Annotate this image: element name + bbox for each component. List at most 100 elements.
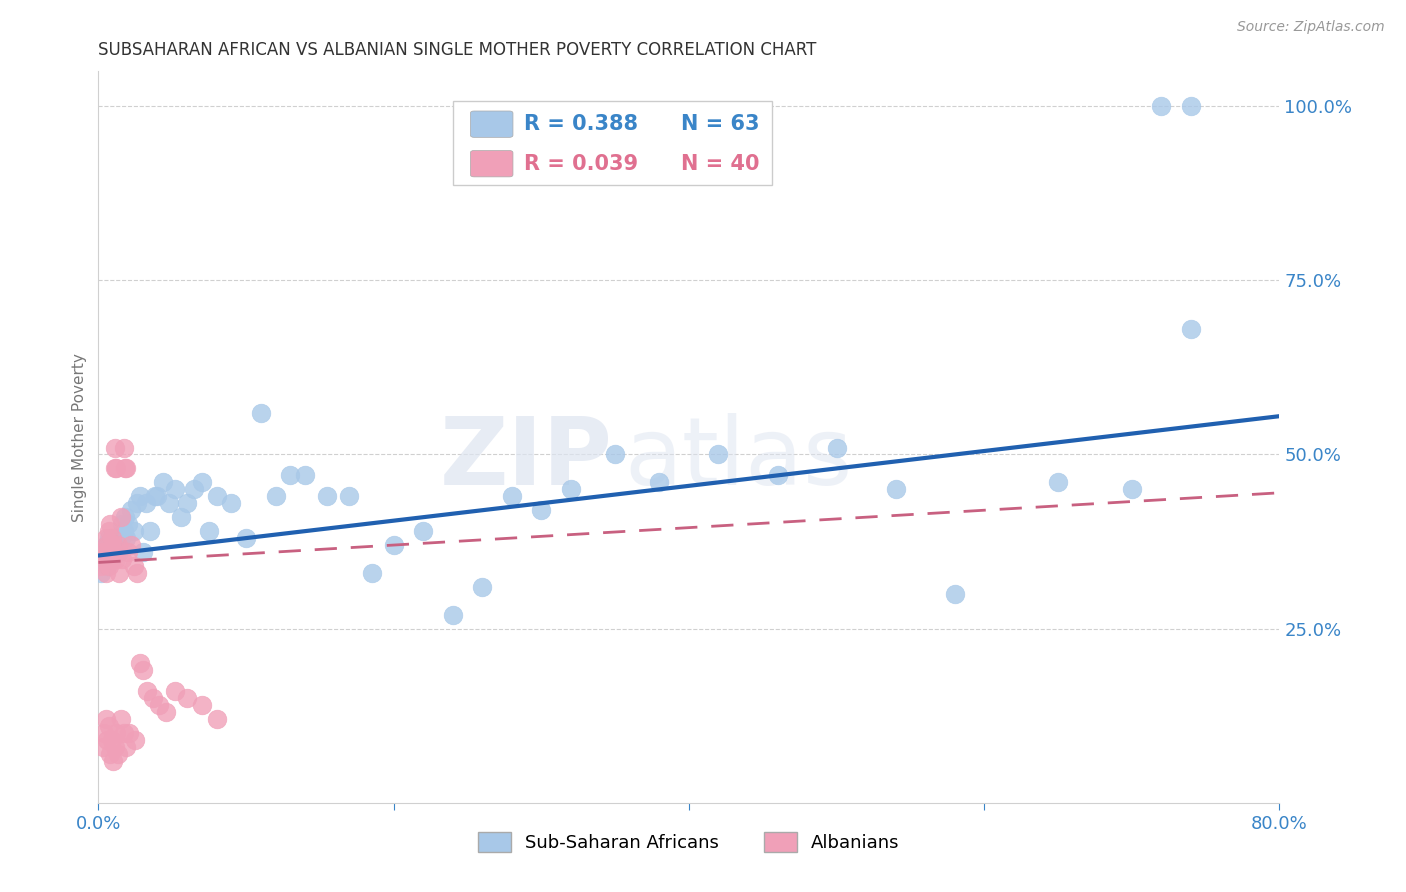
Point	[221, 496, 243, 510]
Point	[117, 517, 139, 532]
Point	[280, 468, 302, 483]
Point	[125, 496, 148, 510]
FancyBboxPatch shape	[471, 111, 513, 137]
Point	[105, 461, 128, 475]
Point	[97, 531, 120, 545]
Point	[117, 545, 139, 559]
Point	[142, 691, 165, 706]
Point	[100, 733, 122, 747]
Point	[707, 448, 730, 462]
Point	[105, 531, 128, 545]
Point	[1180, 322, 1202, 336]
Point	[90, 566, 112, 580]
Point	[97, 719, 120, 733]
Point	[118, 726, 141, 740]
Point	[825, 441, 848, 455]
Point	[93, 726, 115, 740]
Point	[170, 510, 193, 524]
Point	[108, 566, 131, 580]
Point	[884, 483, 907, 497]
Point	[1046, 475, 1070, 490]
Point	[155, 705, 177, 719]
FancyBboxPatch shape	[471, 151, 513, 177]
Point	[132, 545, 155, 559]
Point	[100, 552, 122, 566]
Point	[235, 531, 257, 545]
Point	[104, 441, 127, 455]
Point	[105, 552, 128, 566]
Legend: Sub-Saharan Africans, Albanians: Sub-Saharan Africans, Albanians	[471, 825, 907, 860]
Y-axis label: Single Mother Poverty: Single Mother Poverty	[72, 352, 87, 522]
Point	[205, 489, 228, 503]
Point	[103, 754, 125, 768]
Point	[191, 698, 214, 713]
Point	[128, 489, 150, 503]
Point	[294, 468, 316, 483]
Point	[157, 496, 180, 510]
Text: R = 0.039: R = 0.039	[523, 153, 638, 174]
Point	[560, 483, 582, 497]
Point	[205, 712, 228, 726]
Text: SUBSAHARAN AFRICAN VS ALBANIAN SINGLE MOTHER POVERTY CORRELATION CHART: SUBSAHARAN AFRICAN VS ALBANIAN SINGLE MO…	[98, 41, 817, 59]
Point	[125, 566, 148, 580]
Point	[339, 489, 361, 503]
Point	[96, 545, 118, 559]
Point	[198, 524, 221, 538]
Point	[122, 524, 145, 538]
Point	[1121, 483, 1143, 497]
Point	[122, 558, 145, 573]
Text: atlas: atlas	[624, 413, 852, 505]
Point	[93, 545, 115, 559]
Point	[132, 664, 155, 678]
Point	[115, 461, 138, 475]
Point	[1150, 99, 1173, 113]
Point	[165, 483, 187, 497]
Point	[148, 698, 170, 713]
Text: ZIP: ZIP	[439, 413, 612, 505]
Point	[97, 558, 120, 573]
Point	[128, 657, 150, 671]
Point	[143, 489, 166, 503]
Point	[91, 552, 114, 566]
Point	[110, 531, 132, 545]
Point	[114, 510, 136, 524]
Point	[115, 740, 138, 755]
Point	[110, 712, 132, 726]
Point	[501, 489, 523, 503]
Point	[264, 489, 287, 503]
Point	[90, 558, 112, 573]
Point	[114, 461, 136, 475]
Point	[441, 607, 464, 622]
Point	[103, 538, 125, 552]
Point	[103, 538, 125, 552]
Point	[111, 552, 134, 566]
FancyBboxPatch shape	[453, 101, 772, 185]
Point	[191, 475, 214, 490]
Text: N = 63: N = 63	[681, 114, 759, 134]
Point	[107, 538, 129, 552]
Point	[176, 496, 198, 510]
Point	[766, 468, 789, 483]
Text: R = 0.388: R = 0.388	[523, 114, 637, 134]
Point	[120, 503, 142, 517]
Point	[98, 545, 121, 559]
Point	[316, 489, 339, 503]
Point	[94, 712, 117, 726]
Point	[110, 510, 132, 524]
Point	[111, 517, 134, 532]
Point	[94, 538, 117, 552]
Point	[100, 552, 122, 566]
Point	[135, 496, 157, 510]
Point	[136, 684, 159, 698]
Point	[93, 552, 115, 566]
Text: N = 40: N = 40	[681, 153, 759, 174]
Point	[139, 524, 162, 538]
Point	[112, 524, 135, 538]
Point	[412, 524, 434, 538]
Point	[96, 733, 118, 747]
Point	[112, 441, 135, 455]
Point	[120, 538, 142, 552]
Point	[648, 475, 671, 490]
Point	[94, 531, 117, 545]
Point	[98, 517, 121, 532]
